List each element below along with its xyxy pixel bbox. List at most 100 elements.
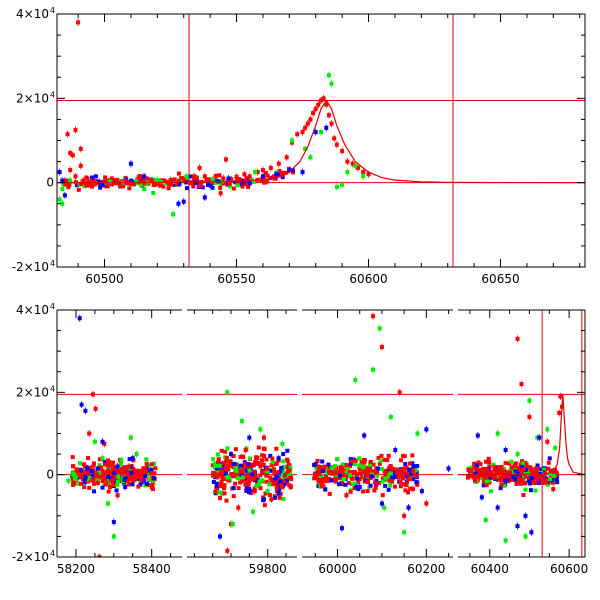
bottom-cluster-point — [401, 482, 406, 487]
bottom-cluster-point — [250, 472, 255, 477]
bottom-cluster-point — [93, 478, 98, 483]
top-cloud-point — [235, 183, 240, 188]
top-point-green — [334, 184, 339, 189]
bottom-cluster-point — [375, 473, 380, 478]
bottom-cluster-point — [278, 479, 283, 484]
bottom-cluster-point — [151, 480, 156, 485]
bottom-cluster-point — [232, 473, 237, 478]
bottom-cluster-point — [229, 471, 234, 476]
top-point-green — [253, 170, 257, 175]
top-cloud-point — [167, 182, 172, 187]
top-point-blue — [128, 161, 133, 166]
bottom-cluster-point — [348, 457, 353, 462]
top-cloud-point — [75, 183, 80, 188]
top-series-blue — [57, 124, 329, 208]
top-point-blue — [300, 170, 305, 175]
bottom-point-green — [251, 509, 255, 514]
top-point-red — [194, 176, 199, 181]
1-ytick-exponent: 4 — [50, 549, 55, 558]
top-point-red — [332, 136, 337, 141]
bottom-cluster-point — [232, 461, 237, 466]
bottom-cluster-point — [289, 476, 294, 481]
bottom-cluster-point — [512, 464, 517, 469]
1-ytick-label: 4×10 — [16, 303, 49, 317]
top-cloud-point — [66, 183, 71, 188]
bottom-cluster-point — [410, 461, 415, 466]
bottom-cluster-point — [139, 480, 144, 485]
bottom-cluster-point — [214, 481, 219, 486]
top-point-green — [329, 81, 334, 86]
top-cloud-point — [276, 173, 281, 178]
bottom-point-blue — [130, 456, 135, 461]
bottom-cluster-point — [380, 476, 385, 481]
top-cloud-point — [179, 175, 184, 180]
bottom-cluster-point — [332, 464, 337, 469]
top-cloud-point — [169, 182, 174, 187]
top-point-red — [313, 106, 318, 111]
top-point-red — [70, 153, 75, 158]
bottom-cluster-point — [272, 478, 277, 483]
top-point-red — [81, 178, 86, 183]
bottom-cluster-point — [106, 489, 111, 494]
bottom-cluster-point — [380, 479, 385, 484]
bottom-cluster-point — [549, 474, 554, 479]
bottom-cluster-point — [365, 489, 370, 494]
bottom-cluster-point — [353, 458, 358, 463]
bottom-cluster-point — [491, 462, 496, 467]
top-cloud-point — [76, 187, 81, 192]
bottom-cluster-point — [100, 478, 105, 483]
bottom-cluster-point — [489, 471, 494, 476]
bottom-point-green — [106, 501, 111, 506]
bottom-cluster-point — [360, 465, 365, 470]
bottom-cluster-point — [248, 463, 253, 468]
bottom-cluster-point — [131, 478, 136, 483]
bottom-cluster-point — [244, 484, 249, 489]
top-cloud-point — [93, 174, 98, 179]
bottom-cluster-point — [396, 475, 401, 480]
bottom-point-red — [126, 464, 131, 469]
bottom-cluster-point — [313, 471, 318, 476]
top-point-green — [57, 197, 62, 202]
top-point-red — [326, 113, 331, 118]
bottom-cluster-point — [340, 462, 345, 467]
bottom-cluster-point — [220, 490, 225, 495]
bottom-cluster-point — [264, 457, 269, 462]
bottom-cluster-point — [519, 479, 524, 484]
bottom-point-blue — [111, 520, 116, 525]
bottom-cluster-point — [105, 465, 110, 470]
bottom-cluster-point — [326, 476, 331, 481]
bottom-point-red — [527, 415, 532, 420]
bottom-point-blue — [83, 408, 88, 413]
bottom-cluster-point — [341, 464, 346, 469]
bottom-point-red — [108, 485, 113, 490]
bottom-cluster-point — [138, 482, 143, 487]
bottom-cluster-point — [414, 470, 419, 475]
top-cloud-point — [103, 175, 108, 180]
bottom-cluster-point — [277, 487, 282, 492]
bottom-cluster-point — [254, 484, 259, 489]
bottom-xtick-label: 58400 — [133, 562, 171, 576]
bottom-cluster-point — [127, 457, 132, 462]
bottom-cluster-point — [219, 448, 224, 453]
bottom-cluster-point — [285, 480, 290, 485]
bottom-cluster-point — [220, 474, 225, 479]
bottom-cluster-point — [531, 480, 536, 485]
bottom-point-red — [87, 431, 92, 436]
bottom-cluster-point — [223, 449, 228, 454]
bottom-cluster-point — [392, 484, 397, 489]
bottom-cluster-point — [97, 463, 102, 468]
bottom-cluster-point — [341, 472, 346, 477]
top-point-blue — [181, 199, 186, 204]
bottom-cluster-point — [258, 464, 263, 469]
bottom-cluster-point — [220, 465, 225, 470]
bottom-cluster-point — [502, 478, 507, 483]
bottom-cluster-point — [401, 467, 406, 472]
top-cloud-point — [265, 173, 270, 178]
bottom-cluster-point — [238, 463, 243, 468]
bottom-cluster-point — [342, 477, 347, 482]
bottom-cluster-point — [492, 464, 497, 469]
top-point-red — [68, 168, 73, 173]
top-cloud-point — [105, 183, 110, 188]
bottom-cluster-point — [323, 477, 328, 482]
bottom-cluster-point — [408, 461, 413, 466]
